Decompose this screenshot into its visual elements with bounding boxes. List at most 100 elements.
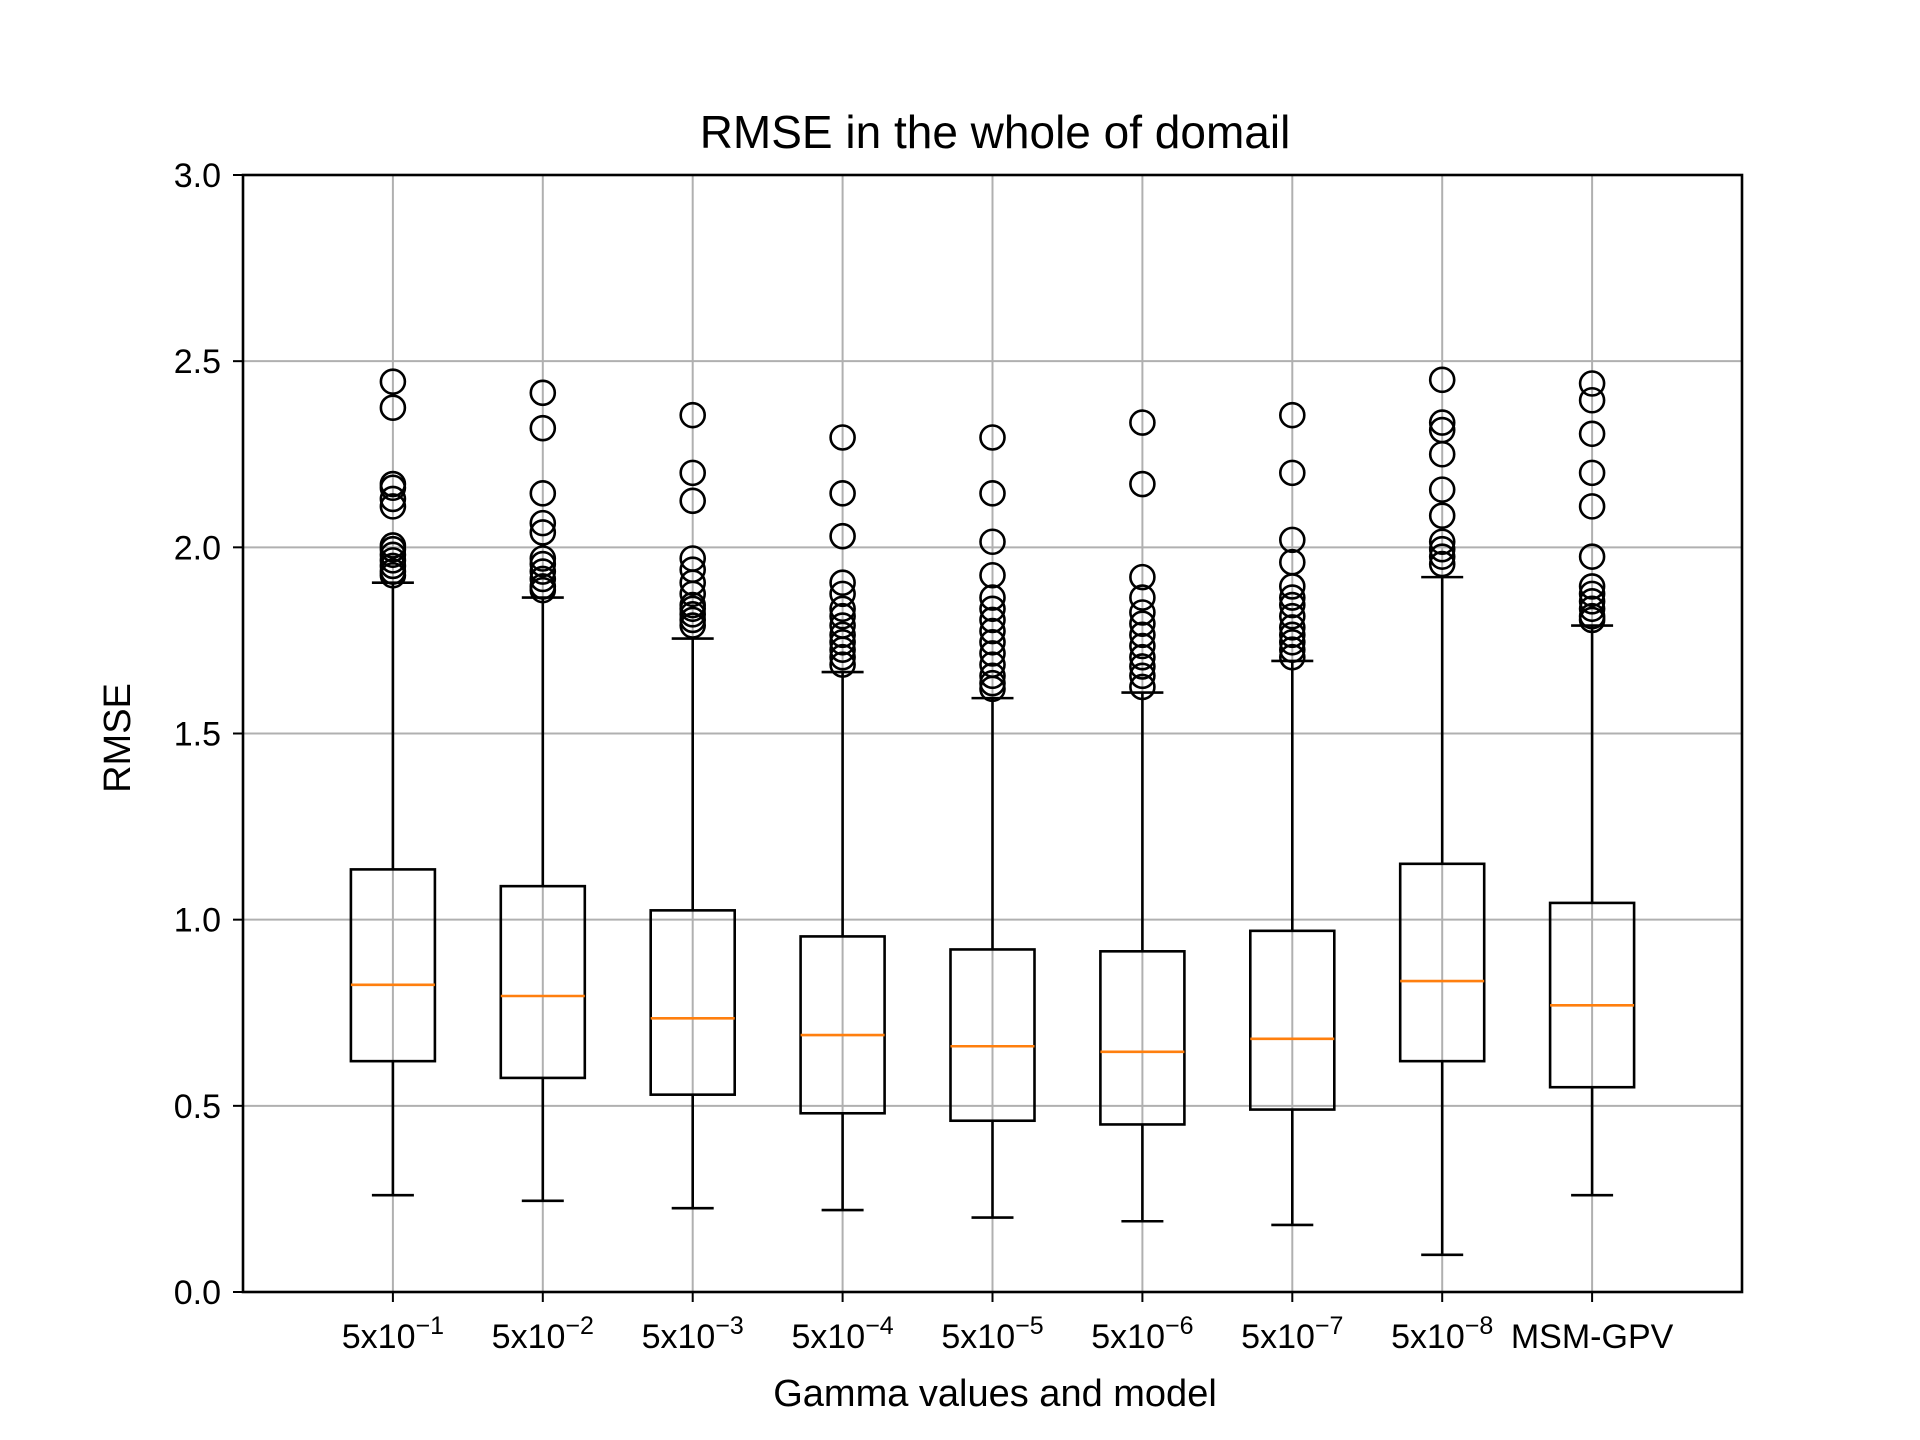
outlier-point (979, 584, 1006, 611)
boxes-layer (349, 366, 1636, 1257)
outlier-point (1279, 636, 1306, 664)
outlier-point (1578, 370, 1606, 397)
box-group (1548, 370, 1636, 1197)
box-iqr (499, 884, 587, 1080)
x-tick-label-base: 5x10 (342, 1318, 416, 1356)
x-axis-label: Gamma values and model (773, 1373, 1217, 1415)
y-tick-label: 1.5 (174, 716, 221, 754)
outlier-point (979, 640, 1006, 667)
outlier-point (1428, 543, 1456, 570)
outlier-point (379, 485, 407, 513)
outlier-point (979, 561, 1006, 589)
box-iqr (649, 909, 737, 1096)
box-iqr (799, 935, 886, 1115)
outlier-point (979, 528, 1006, 556)
y-tick-label: 2.0 (174, 529, 221, 567)
x-tick-label: 5x10−6 (1091, 1312, 1193, 1356)
outlier-point (529, 379, 557, 407)
outlier-point (1428, 502, 1456, 529)
outlier-point (1129, 563, 1156, 591)
outlier-point (979, 628, 1006, 656)
x-tick-label: 5x10−2 (492, 1312, 594, 1356)
outlier-point (529, 414, 557, 442)
x-tick-label-exponent: −2 (565, 1312, 594, 1340)
outlier-point (1129, 673, 1156, 701)
y-tick-label: 0.0 (174, 1274, 221, 1312)
outlier-point (829, 643, 856, 671)
box-iqr (349, 868, 437, 1063)
outlier-point (1279, 628, 1306, 656)
outlier-point (979, 480, 1006, 507)
box-iqr (949, 948, 1036, 1123)
outlier-point (829, 602, 856, 630)
y-axis-label: RMSE (97, 683, 139, 793)
outlier-point (829, 569, 856, 597)
box-iqr (1099, 950, 1186, 1126)
outlier-point (979, 606, 1006, 634)
outlier-point (1578, 543, 1606, 570)
x-tick-label-base: 5x10 (941, 1318, 1015, 1356)
outlier-point (1428, 440, 1456, 468)
outlier-point (829, 636, 856, 664)
outlier-point (1578, 588, 1606, 615)
outlier-point (1279, 621, 1306, 649)
outlier-point (529, 550, 557, 578)
outlier-point (379, 561, 407, 589)
outlier-point (829, 424, 856, 451)
outlier-point (829, 651, 856, 678)
outlier-point (1578, 420, 1606, 448)
outlier-point (1279, 526, 1306, 554)
x-tick-label-base: 5x10 (791, 1318, 865, 1356)
outlier-point (529, 576, 557, 604)
outlier-point (979, 424, 1006, 451)
outlier-point (1279, 591, 1306, 619)
outlier-point (1428, 366, 1456, 394)
outlier-point (829, 628, 856, 656)
outlier-point (1279, 584, 1306, 611)
outlier-point (379, 474, 407, 502)
outlier-point (979, 595, 1006, 623)
outlier-point (829, 595, 856, 623)
box-iqr (1398, 862, 1486, 1063)
outlier-point (979, 662, 1006, 690)
outlier-point (1428, 409, 1456, 436)
x-tick-label-exponent: −6 (1165, 1312, 1194, 1340)
x-tick-label-exponent: −4 (865, 1312, 894, 1340)
outlier-point (529, 558, 557, 585)
outlier-point (1129, 653, 1156, 680)
x-tick-label-base: 5x10 (642, 1318, 716, 1356)
outlier-point (1279, 602, 1306, 630)
y-tick-label: 0.5 (174, 1088, 221, 1126)
outlier-point (1129, 610, 1156, 637)
outlier-point (679, 569, 707, 597)
outlier-point (1129, 599, 1156, 626)
outlier-point (529, 519, 557, 546)
box-group (1398, 366, 1486, 1257)
outlier-point (679, 487, 707, 515)
box-group (499, 379, 587, 1203)
outlier-point (1578, 386, 1606, 414)
outlier-point (529, 480, 557, 507)
outlier-point (679, 401, 707, 429)
box-group (799, 424, 886, 1212)
outlier-point (829, 480, 856, 507)
x-tick-label-base: MSM-GPV (1511, 1318, 1674, 1356)
x-tick-label-base: 5x10 (1391, 1318, 1465, 1356)
outlier-point (979, 675, 1006, 703)
outlier-point (829, 580, 856, 608)
x-tick-label-exponent: −3 (715, 1312, 744, 1340)
x-tick-label: 5x10−7 (1241, 1312, 1343, 1356)
outlier-point (1578, 580, 1606, 608)
box-group (649, 401, 737, 1210)
outlier-point (1129, 632, 1156, 660)
box-group (949, 424, 1036, 1219)
outlier-point (1279, 643, 1306, 671)
outlier-point (679, 580, 707, 608)
x-tick-label: 5x10−1 (342, 1312, 444, 1356)
x-tick-label: MSM-GPV (1511, 1318, 1674, 1356)
x-tick-label: 5x10−3 (642, 1312, 744, 1356)
outlier-point (679, 612, 707, 639)
outlier-point (1578, 573, 1606, 600)
box-group (1249, 401, 1336, 1227)
